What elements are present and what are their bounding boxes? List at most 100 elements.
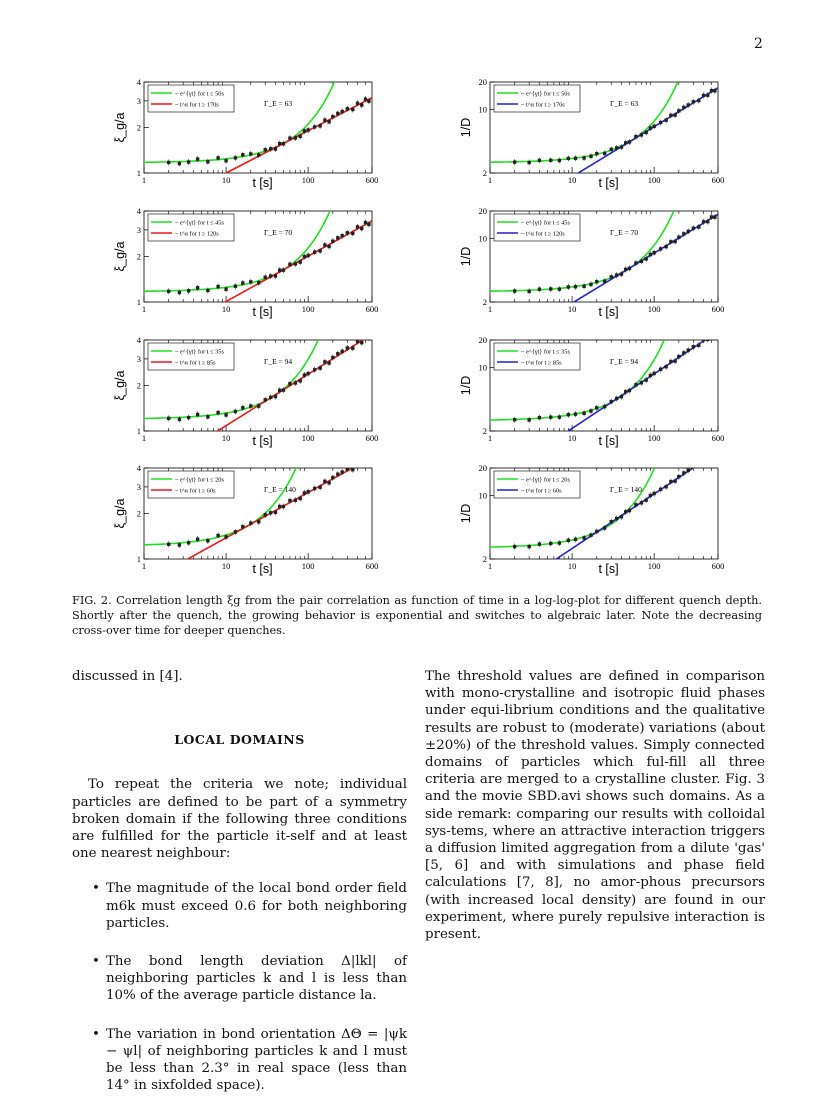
data-point [167,289,171,294]
criterion-text: The variation in bond orientation ΔΘ = |… [106,1026,407,1094]
data-point [713,89,717,93]
data-point [288,136,292,140]
x-tick-label: 1 [488,175,492,185]
legend-box [493,342,581,371]
data-point [549,287,553,291]
legend: ~ e^{γt} for t ≤ 50s ~ t^α for t ≥ 170s [147,84,235,113]
data-point [367,99,371,103]
data-point [257,281,261,285]
data-point [652,251,656,255]
chart-panel: 1 10 100 600 1 2 3 4 t [s] ξ_g/a ~ e^{γt} for t ≤ … [92,332,380,451]
data-point [639,381,644,385]
y-axis-label: 1/D [459,247,473,266]
data-point [327,481,331,485]
y-tick-label: 4 [137,463,142,473]
legend-box [147,213,235,242]
x-axis-label: t [s] [252,176,272,190]
x-tick-label: 600 [712,175,725,185]
data-point [701,340,706,342]
data-point [582,156,586,160]
data-point [682,351,686,355]
data-point [709,88,714,93]
data-point [589,533,593,537]
data-point [288,262,292,266]
exponential-fit-line [144,82,336,164]
data-point [686,103,690,107]
x-tick-label: 600 [366,561,379,571]
data-point [627,508,632,513]
x-tick-label: 1 [142,304,146,314]
data-point [573,412,578,416]
data-point [603,151,607,156]
data-point [336,236,340,240]
y-axis-label: 1/D [459,118,473,137]
legend-label: ~ t^α for t ≥ 60s [175,488,216,495]
x-tick-label: 10 [568,433,577,443]
data-point [293,498,298,502]
data-point [669,359,673,364]
data-point [302,373,307,377]
right-column: The threshold values are defined in comp… [425,668,765,943]
data-point [589,282,593,287]
data-point [549,415,553,419]
data-point [582,536,586,540]
y-tick-label: 20 [479,206,488,216]
x-tick-label: 600 [366,433,379,443]
data-point [557,415,562,419]
data-point [566,285,571,289]
data-point [340,349,344,354]
data-point [249,280,253,284]
data-point [697,225,701,229]
data-point [216,410,220,415]
plot-area [490,340,710,431]
data-point [697,464,700,467]
data-point [557,158,562,163]
chart-panel: 1 10 100 600 1 2 3 4 t [s] ξ_g/a ~ e^{γt} for t ≤ … [92,74,380,193]
x-axis-label: t [s] [598,434,618,448]
data-point [706,340,710,342]
data-point [627,266,632,271]
data-point [669,240,673,244]
data-point [627,140,632,144]
data-point [323,118,327,122]
legend: ~ e^{γt} for t ≤ 50s ~ t^α for t ≥ 170s [493,84,581,113]
data-point [639,133,644,137]
data-point [206,288,210,293]
data-point [669,479,673,484]
data-point [702,458,705,461]
data-point [195,157,200,161]
y-tick-label: 2 [137,252,141,262]
y-tick-label: 4 [137,335,142,345]
data-point [582,284,586,288]
legend: ~ e^{γt} for t ≤ 35s ~ t^α for t ≥ 85s [493,342,581,371]
data-point [634,134,638,139]
legend-label: ~ t^α for t ≥ 120s [175,231,219,238]
data-point [573,537,578,542]
y-tick-label: 3 [137,482,141,492]
data-point [167,416,171,421]
data-point [639,259,644,264]
x-tick-label: 600 [366,175,379,185]
data-point [318,124,322,128]
exponential-fit-line [144,340,319,420]
data-point [360,463,363,466]
data-point [355,101,360,105]
data-point [312,125,317,129]
data-point [363,97,368,101]
data-point [293,381,298,385]
list-item: • The variation in bond orientation ΔΘ = … [72,1026,407,1095]
data-point [713,453,716,456]
data-point [177,161,182,166]
data-point [537,415,542,420]
data-point [513,289,517,293]
data-point [673,479,677,483]
bullet-icon: • [92,954,100,970]
data-point [345,346,349,350]
legend-label: ~ e^{γt} for t ≤ 45s [521,220,570,227]
data-point [367,459,370,462]
x-tick-label: 10 [222,433,231,443]
x-tick-label: 10 [222,175,231,185]
chart-svg: 1 10 100 600 2 10 20 t [s] 1/D ~ e^{γt} for t ≤ 3… [459,335,724,448]
data-point [644,130,648,135]
data-point [281,268,286,272]
